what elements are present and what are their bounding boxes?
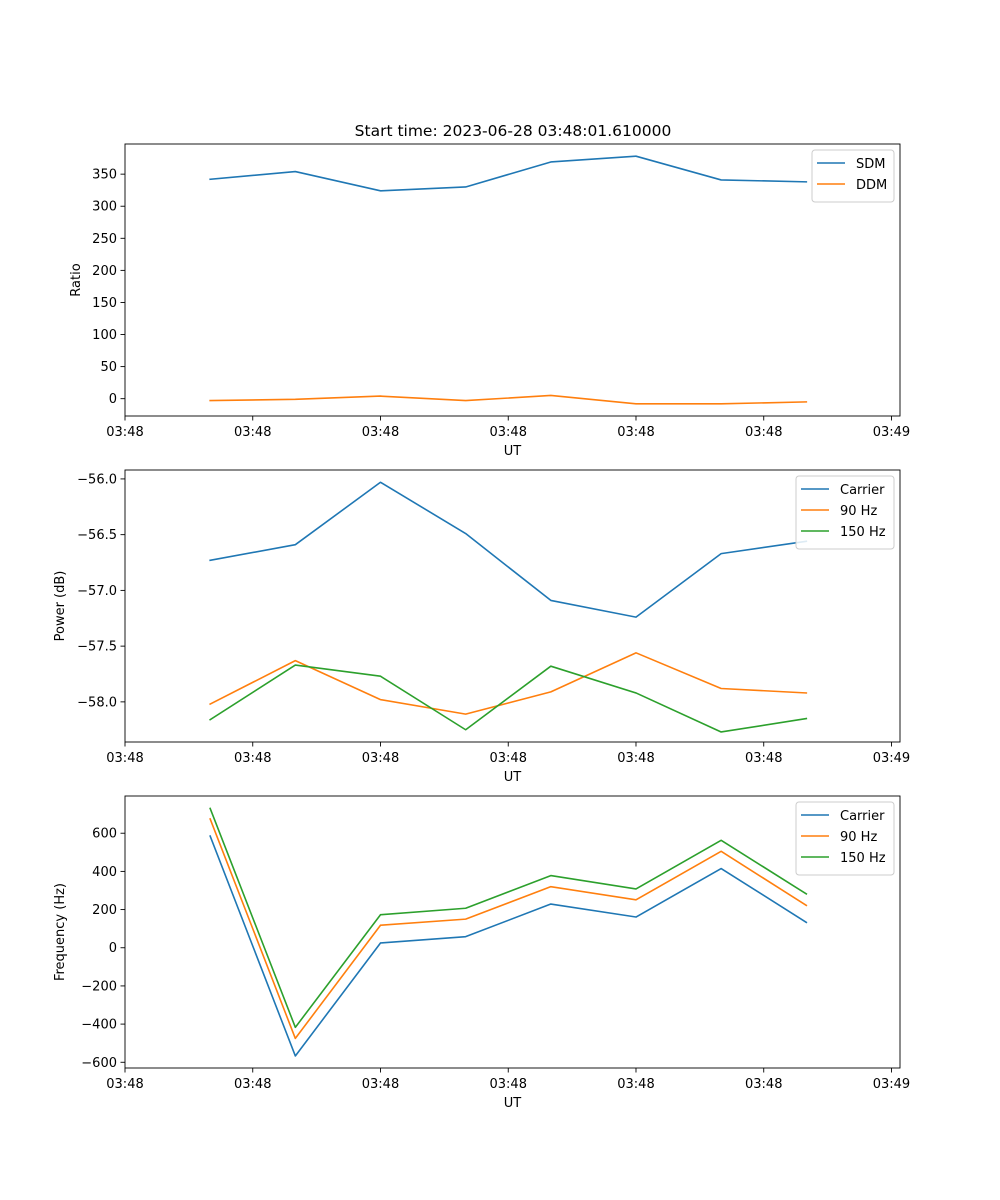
panel-3-y-tick-label: 0 xyxy=(109,941,117,956)
panel-1-series-ddm xyxy=(209,394,808,405)
panel-1-x-axis-label: UT xyxy=(504,444,522,459)
panel-2-x-tick-label: 03:49 xyxy=(873,751,910,766)
panel-1-y-tick-label: 150 xyxy=(92,296,117,311)
panel-1-y-axis-label: Ratio xyxy=(69,263,84,296)
panel-2-y-axis-label: Power (dB) xyxy=(53,571,68,642)
panel-2-x-axis-label: UT xyxy=(504,770,522,785)
panel-2-x-tick-label: 03:48 xyxy=(362,751,399,766)
panel-3-legend: Carrier 90 Hz 150 Hz xyxy=(795,801,895,876)
panel-2-y-tick-label: −57.0 xyxy=(77,584,117,599)
panel-3-x-tick-label: 03:48 xyxy=(490,1077,527,1092)
panel-2-y-tick-label: −56.5 xyxy=(77,528,117,543)
panel-1-series-sdm xyxy=(209,155,808,192)
panel-3-series-carrier xyxy=(209,835,808,1057)
panel-1-x-tick-label: 03:49 xyxy=(873,425,910,440)
panel-1-x-tick-label: 03:48 xyxy=(362,425,399,440)
panel-1-y-tick-label: 50 xyxy=(100,360,117,375)
panel-3-y-tick-label: −200 xyxy=(81,979,117,994)
panels: 03:48 03:48 03:48 03:48 03:48 03:48 03:49 0 50 10… xyxy=(53,143,910,1111)
panel-1-legend-label-sdm: SDM xyxy=(856,157,885,172)
panel-1-legend-label-ddm: DDM xyxy=(856,178,887,193)
panel-1-x-tick-label: 03:48 xyxy=(106,425,143,440)
panel-2-x-tick-label: 03:48 xyxy=(490,751,527,766)
figure-title: Start time: 2023-06-28 03:48:01.610000 xyxy=(355,122,672,140)
panel-3-y-tick-label: 600 xyxy=(92,827,117,842)
panel-3-x-axis-label: UT xyxy=(504,1096,522,1111)
panel-3-series-90-hz xyxy=(209,817,808,1040)
panel-3-x-tick-label: 03:48 xyxy=(362,1077,399,1092)
panel-1-y-tick-label: 300 xyxy=(92,200,117,215)
panel-2-x-tick-label: 03:48 xyxy=(234,751,271,766)
panel-1-legend: SDM DDM xyxy=(811,149,895,203)
panel-1-y-tick-label: 250 xyxy=(92,232,117,247)
panel-3-y-tick-label: 400 xyxy=(92,865,117,880)
panel-1-y-tick-label: 200 xyxy=(92,264,117,279)
panel-3-legend-label-carrier: Carrier xyxy=(840,809,885,824)
panel-2-axes-frame xyxy=(124,469,901,743)
panel-3-legend-label-90-hz: 90 Hz xyxy=(840,830,877,845)
panel-2-series-150-hz xyxy=(209,664,808,733)
panel-3-y-tick-label: −400 xyxy=(81,1018,117,1033)
panel-2-x-tick-label: 03:48 xyxy=(106,751,143,766)
panel-3-x-tick-label: 03:48 xyxy=(617,1077,654,1092)
panel-3-x-tick-label: 03:48 xyxy=(745,1077,782,1092)
panel-3-y-tick-label: −600 xyxy=(81,1056,117,1071)
panel-1-y-tick-label: 350 xyxy=(92,168,117,183)
panel-3-series-150-hz xyxy=(209,807,808,1029)
panel-3: 03:48 03:48 03:48 03:48 03:48 03:48 03:49 −600 −… xyxy=(53,795,910,1111)
panel-2-y-tick-label: −58.0 xyxy=(77,695,117,710)
panel-2: 03:48 03:48 03:48 03:48 03:48 03:48 03:49 −58.0… xyxy=(53,469,910,785)
panel-2-y-tick-label: −56.0 xyxy=(77,472,117,487)
panel-1-y-tick-label: 100 xyxy=(92,328,117,343)
panel-2-x-tick-label: 03:48 xyxy=(745,751,782,766)
panel-3-legend-label-150-hz: 150 Hz xyxy=(840,851,886,866)
panel-1-axes-frame xyxy=(124,143,901,417)
panel-2-x-tick-label: 03:48 xyxy=(617,751,654,766)
panel-1-y-tick-label: 0 xyxy=(109,392,117,407)
panel-2-legend: Carrier 90 Hz 150 Hz xyxy=(795,475,895,550)
panel-1: 03:48 03:48 03:48 03:48 03:48 03:48 03:49 0 50 10… xyxy=(69,143,910,459)
panel-3-x-tick-label: 03:48 xyxy=(234,1077,271,1092)
panel-1-x-tick-label: 03:48 xyxy=(490,425,527,440)
panel-1-x-tick-label: 03:48 xyxy=(745,425,782,440)
panel-1-x-tick-label: 03:48 xyxy=(617,425,654,440)
panel-2-legend-label-90-hz: 90 Hz xyxy=(840,504,877,519)
panel-2-series-carrier xyxy=(209,481,808,618)
panel-2-legend-label-150-hz: 150 Hz xyxy=(840,525,886,540)
panel-3-y-tick-label: 200 xyxy=(92,903,117,918)
panel-2-y-tick-label: −57.5 xyxy=(77,640,117,655)
panel-3-x-tick-label: 03:48 xyxy=(106,1077,143,1092)
panel-3-y-axis-label: Frequency (Hz) xyxy=(53,883,68,981)
panel-3-axes-frame xyxy=(124,795,901,1069)
panel-3-x-tick-label: 03:49 xyxy=(873,1077,910,1092)
panel-2-legend-label-carrier: Carrier xyxy=(840,483,885,498)
panel-1-x-tick-label: 03:48 xyxy=(234,425,271,440)
